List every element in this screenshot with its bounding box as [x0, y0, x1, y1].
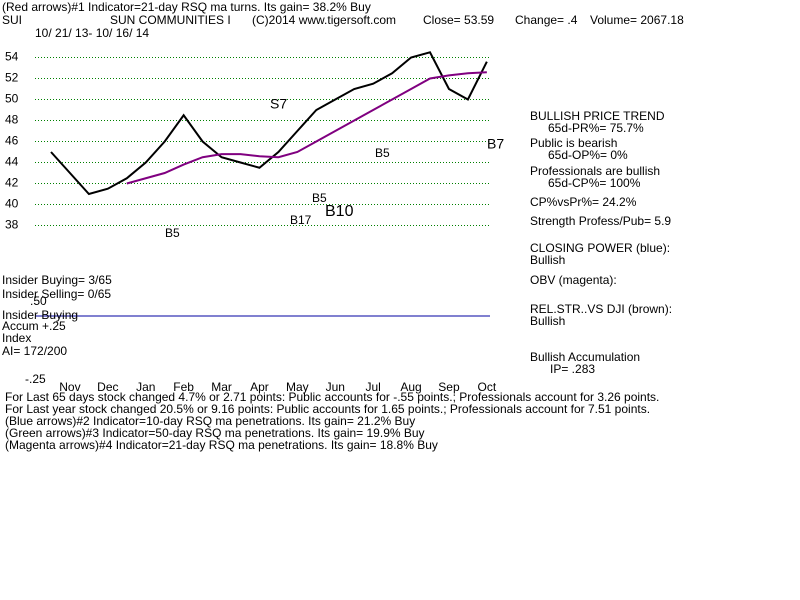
y-tick-label: 50	[5, 92, 19, 106]
company: SUN COMMUNITIES I	[110, 13, 231, 27]
left-text: Insider Selling= 0/65	[2, 287, 111, 301]
side-text: IP= .283	[550, 362, 595, 376]
x-tick-label: Sep	[438, 380, 460, 394]
annotation: B5	[312, 191, 327, 205]
x-tick-label: Nov	[59, 380, 80, 394]
x-tick-label: Aug	[400, 380, 421, 394]
footer-text: (Green arrows)#3 Indicator=50-day RSQ ma…	[5, 426, 425, 440]
y-tick-label: 42	[5, 176, 19, 190]
side-text: REL.STR..VS DJI (brown):	[530, 302, 672, 316]
side-text: BULLISH PRICE TREND	[530, 109, 665, 123]
annotation: B17	[290, 213, 312, 227]
side-text: Strength Profess/Pub= 5.9	[530, 214, 671, 228]
footer-text: (Blue arrows)#2 Indicator=10-day RSQ ma …	[5, 414, 415, 428]
side-text: 65d-CP%= 100%	[548, 176, 641, 190]
x-tick-label: Jul	[365, 380, 380, 394]
footer-text: For Last 65 days stock changed 4.7% or 2…	[5, 390, 659, 404]
side-text: Bullish	[530, 253, 565, 267]
side-text: CLOSING POWER (blue):	[530, 241, 670, 255]
side-text: OBV (magenta):	[530, 273, 617, 287]
x-tick-label: Apr	[250, 380, 269, 394]
dates: 10/ 21/ 13- 10/ 16/ 14	[35, 26, 149, 40]
annotation: B5	[165, 226, 180, 240]
y-tick-label: 38	[5, 218, 19, 232]
y-tick-label: 40	[5, 197, 19, 211]
side-text: Bullish	[530, 314, 565, 328]
left-text: Insider Buying= 3/65	[2, 273, 112, 287]
y-tick-label: 48	[5, 113, 19, 127]
symbol: SUI	[2, 13, 22, 27]
left-text: AI= 172/200	[2, 344, 67, 358]
left-text: -.25	[25, 372, 46, 386]
side-text: 65d-PR%= 75.7%	[548, 121, 644, 135]
left-text: Index	[2, 331, 31, 345]
y-tick-label: 52	[5, 71, 19, 85]
x-tick-label: Feb	[173, 380, 194, 394]
x-tick-label: Dec	[97, 380, 118, 394]
annotation: S7	[270, 96, 287, 112]
annotation: B7	[487, 136, 504, 152]
x-tick-label: Jan	[136, 380, 155, 394]
volume: Volume= 2067.18	[590, 13, 684, 27]
side-text: Public is bearish	[530, 136, 617, 150]
y-tick-label: 54	[5, 50, 19, 64]
footer-text: (Magenta arrows)#4 Indicator=21-day RSQ …	[5, 438, 438, 452]
header-line: (Red arrows)#1 Indicator=21-day RSQ ma t…	[2, 0, 371, 14]
y-tick-label: 46	[5, 134, 19, 148]
change: Change= .4	[515, 13, 578, 27]
left-text: Insider Buying	[2, 308, 78, 322]
annotation: B10	[325, 203, 354, 220]
left-text: .50	[30, 294, 47, 308]
copyright: (C)2014 www.tigersoft.com	[252, 13, 396, 27]
footer-text: For Last year stock changed 20.5% or 9.1…	[5, 402, 650, 416]
left-text: Accum +.25	[2, 319, 66, 333]
side-text: 65d-OP%= 0%	[548, 148, 628, 162]
price-line	[50, 51, 488, 196]
close: Close= 53.59	[423, 13, 494, 27]
side-text: CP%vsPr%= 24.2%	[530, 195, 637, 209]
x-tick-label: May	[286, 380, 309, 394]
x-tick-label: Jun	[326, 380, 345, 394]
side-text: Professionals are bullish	[530, 164, 660, 178]
side-text: Bullish Accumulation	[530, 350, 640, 364]
price-line	[126, 71, 487, 185]
x-tick-label: Oct	[478, 380, 497, 394]
x-tick-label: Mar	[211, 380, 232, 394]
annotation: B5	[375, 146, 390, 160]
y-tick-label: 44	[5, 155, 19, 169]
